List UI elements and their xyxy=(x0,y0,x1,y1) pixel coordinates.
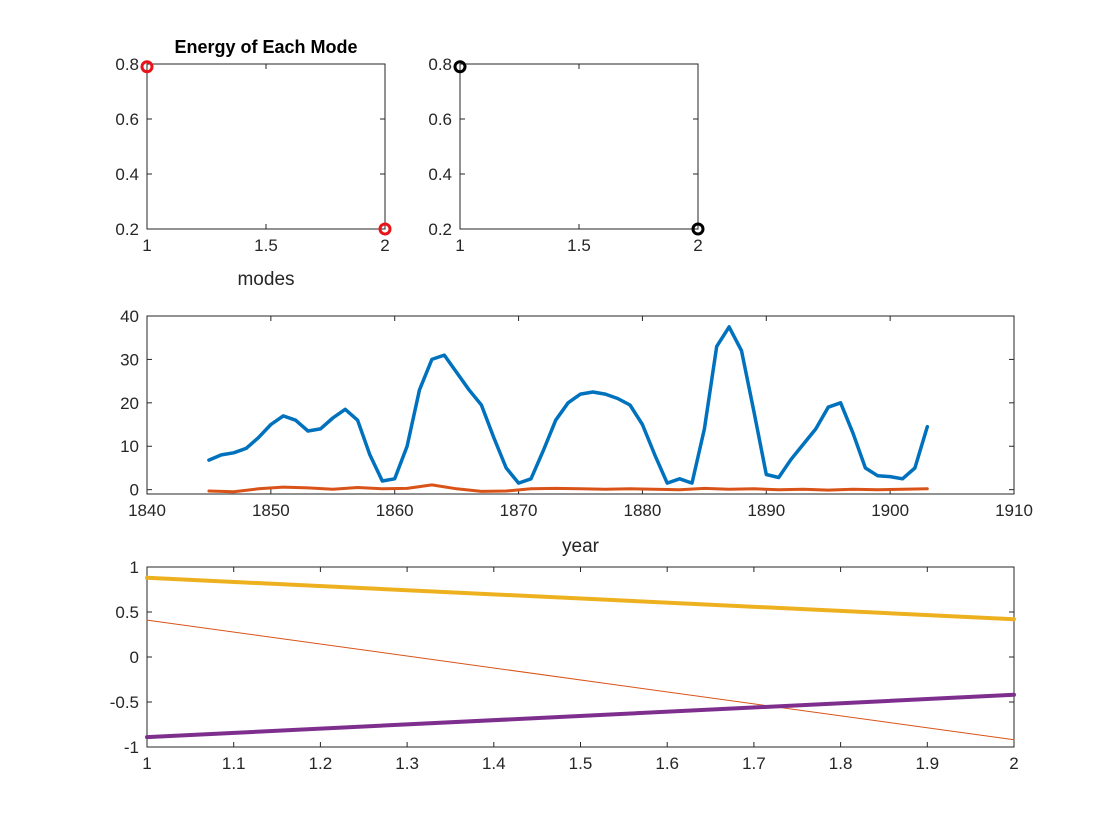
series-line-0 xyxy=(207,325,930,485)
axes-modes-vs-year: 1840 1850 1860 1870 1880 1890 1900 1910 0 10 20 30 4… xyxy=(120,307,1033,557)
y-tick-label: 0.8 xyxy=(428,55,452,74)
y-tick-label: 10 xyxy=(120,437,139,456)
y-tick-label: 0.5 xyxy=(115,603,139,622)
y-tick-label: 0.2 xyxy=(428,220,452,239)
x-tick-label: 1 xyxy=(142,236,151,255)
y-tick-label: 40 xyxy=(120,307,139,326)
x-tick-label: 1.2 xyxy=(309,754,333,773)
data-point xyxy=(453,60,467,74)
x-tick-label: 1 xyxy=(455,236,464,255)
x-tick-label: 1.8 xyxy=(829,754,853,773)
x-tick-label: 2 xyxy=(1009,754,1018,773)
x-axis-label: modes xyxy=(237,269,294,290)
series-line-2 xyxy=(145,575,1016,622)
y-tick-label: 30 xyxy=(120,350,139,369)
x-tick-label: 1.1 xyxy=(222,754,246,773)
x-tick-label: 1850 xyxy=(252,501,290,520)
plot-frame xyxy=(146,566,1015,748)
y-tick-label: 0.6 xyxy=(428,110,452,129)
series-line-1 xyxy=(207,483,929,494)
chart-title: Energy of Each Mode xyxy=(174,37,357,57)
y-tick-label: 0.4 xyxy=(428,165,452,184)
y-tick-label: 0.8 xyxy=(115,55,139,74)
y-tick-label: -0.5 xyxy=(110,693,139,712)
x-tick-label: 2 xyxy=(380,236,389,255)
y-tick-label: 0 xyxy=(130,648,139,667)
series-line-3 xyxy=(145,692,1016,740)
y-tick-label: 0.4 xyxy=(115,165,139,184)
data-point xyxy=(140,60,154,74)
y-tick-label: 1 xyxy=(130,558,139,577)
data-point xyxy=(378,222,392,236)
x-tick-label: 2 xyxy=(693,236,702,255)
y-tick-label: 0 xyxy=(130,481,139,500)
axes-linear-modes: 1 1.1 1.2 1.3 1.4 1.5 1.6 1.7 1.8 1.9 2 -1 -0.5 0 0.5 1 xyxy=(110,558,1019,773)
x-tick-label: 1.3 xyxy=(395,754,419,773)
x-tick-label: 1840 xyxy=(128,501,166,520)
series-line-1 xyxy=(146,619,1015,741)
y-tick-label: 0.2 xyxy=(115,220,139,239)
x-tick-label: 1.9 xyxy=(915,754,939,773)
x-tick-label: 1910 xyxy=(995,501,1033,520)
y-tick-label: 0.6 xyxy=(115,110,139,129)
y-tick-label: -1 xyxy=(124,738,139,757)
x-tick-label: 1860 xyxy=(376,501,414,520)
axes-energy-left: 1 1.5 2 0.2 0.4 0.6 0.8 Energy of Each Mode mode… xyxy=(115,37,392,290)
plot-frame xyxy=(146,63,386,230)
x-axis-label: year xyxy=(562,536,600,557)
x-tick-label: 1870 xyxy=(500,501,538,520)
x-tick-label: 1.5 xyxy=(567,236,591,255)
x-tick-label: 1 xyxy=(142,754,151,773)
data-point xyxy=(691,222,705,236)
x-tick-label: 1.6 xyxy=(655,754,679,773)
x-tick-label: 1900 xyxy=(871,501,909,520)
x-tick-label: 1.7 xyxy=(742,754,766,773)
plot-frame xyxy=(459,63,699,230)
plot-frame xyxy=(146,315,1015,495)
x-tick-label: 1880 xyxy=(624,501,662,520)
x-tick-label: 1.4 xyxy=(482,754,506,773)
x-tick-label: 1.5 xyxy=(254,236,278,255)
axes-energy-right: 1 1.5 2 0.2 0.4 0.6 0.8 xyxy=(428,55,705,255)
x-tick-label: 1.5 xyxy=(569,754,593,773)
x-tick-label: 1890 xyxy=(747,501,785,520)
y-tick-label: 20 xyxy=(120,394,139,413)
